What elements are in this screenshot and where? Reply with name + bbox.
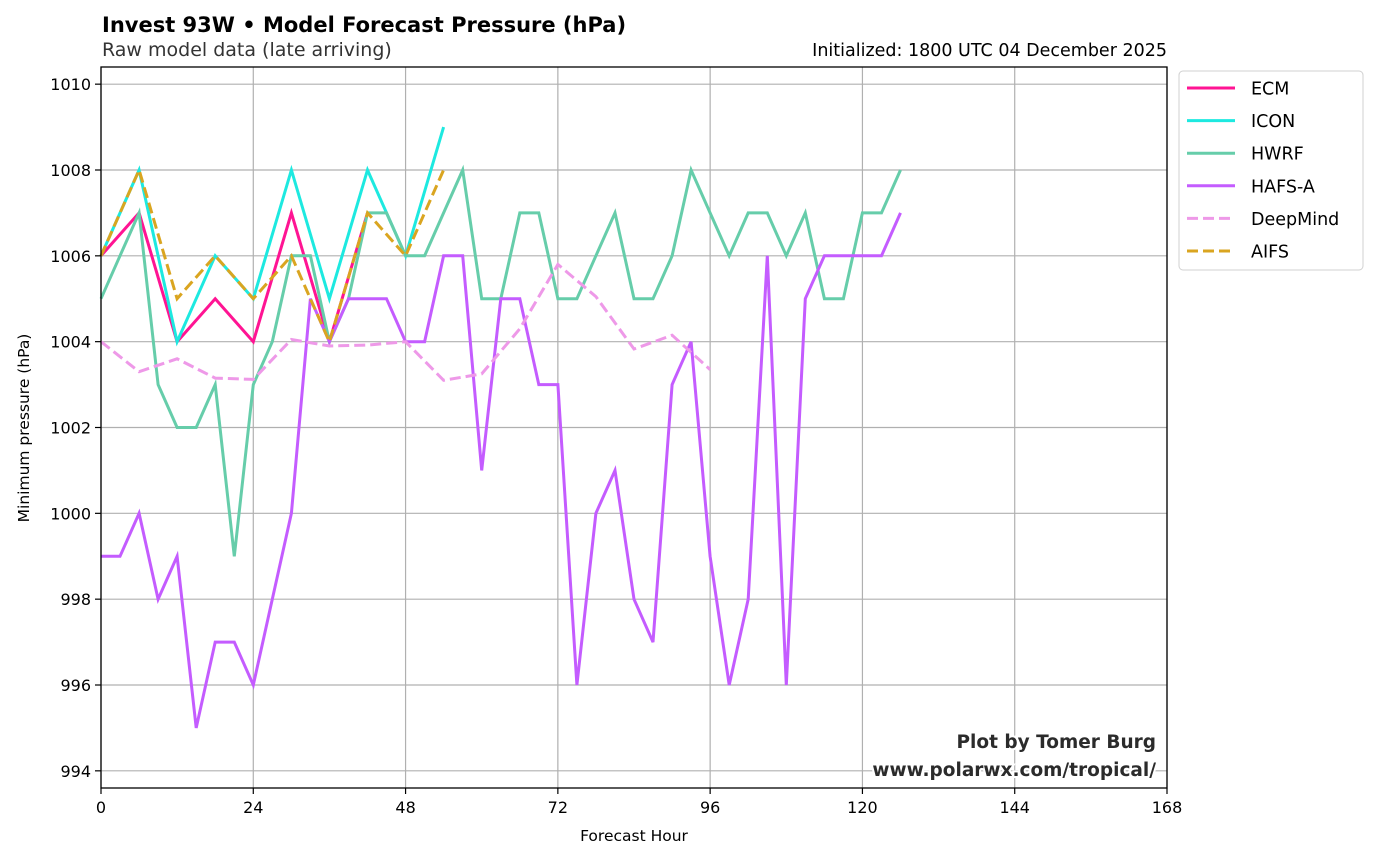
credit-author: Plot by Tomer Burg	[956, 732, 1156, 753]
legend-label: DeepMind	[1251, 210, 1339, 230]
x-tick-label: 144	[999, 798, 1030, 817]
x-tick-label: 0	[96, 798, 106, 817]
legend-box	[1178, 70, 1364, 271]
x-tick-label: 96	[700, 798, 720, 817]
series-line-hwrf	[99, 164, 902, 557]
y-tick-label: 994	[60, 762, 91, 781]
x-tick-label: 24	[243, 798, 263, 817]
series-group	[99, 126, 902, 729]
legend-label: HWRF	[1251, 145, 1304, 165]
credit-url: www.polarwx.com/tropical/	[872, 760, 1156, 781]
series-line-hafs-a	[101, 212, 902, 729]
y-tick-label: 996	[60, 676, 91, 695]
y-axis: 994 996 998 1000 1002 1004 1006 1008 1010	[50, 75, 101, 781]
x-axis-label: Forecast Hour	[580, 827, 688, 845]
y-axis-label: Minimum pressure (hPa)	[15, 334, 33, 523]
series-line-ecm	[99, 207, 369, 347]
credit-watermark: Plot by Tomer Burg www.polarwx.com/tropi…	[870, 730, 1158, 783]
chart-title: Invest 93W • Model Forecast Pressure (hP…	[102, 13, 626, 37]
series-line-deepmind	[100, 262, 712, 382]
grid-lines	[100, 67, 1168, 788]
y-tick-label: 1010	[50, 75, 91, 94]
legend: ECM ICON HWRF HAFS-A DeepMind AIFS	[1178, 70, 1364, 271]
legend-label: HAFS-A	[1251, 177, 1315, 197]
chart-subtitle: Raw model data (late arriving)	[102, 39, 392, 61]
x-tick-label: 72	[548, 798, 568, 817]
x-tick-label: 48	[395, 798, 415, 817]
y-tick-label: 1004	[50, 333, 91, 352]
y-tick-label: 1002	[50, 419, 91, 438]
legend-label: ICON	[1251, 112, 1295, 132]
y-tick-label: 1000	[50, 504, 91, 523]
initialized-time: Initialized: 1800 UTC 04 December 2025	[812, 41, 1167, 61]
y-tick-label: 1008	[50, 161, 91, 180]
series-line-aifs	[99, 165, 445, 347]
legend-label: ECM	[1251, 80, 1289, 100]
y-tick-label: 998	[60, 590, 91, 609]
x-tick-label: 120	[847, 798, 878, 817]
legend-label: AIFS	[1251, 243, 1289, 263]
x-tick-label: 168	[1152, 798, 1183, 817]
y-tick-label: 1006	[50, 247, 91, 266]
x-axis: 0 24 48 72 96 120 144 168	[96, 788, 1182, 817]
